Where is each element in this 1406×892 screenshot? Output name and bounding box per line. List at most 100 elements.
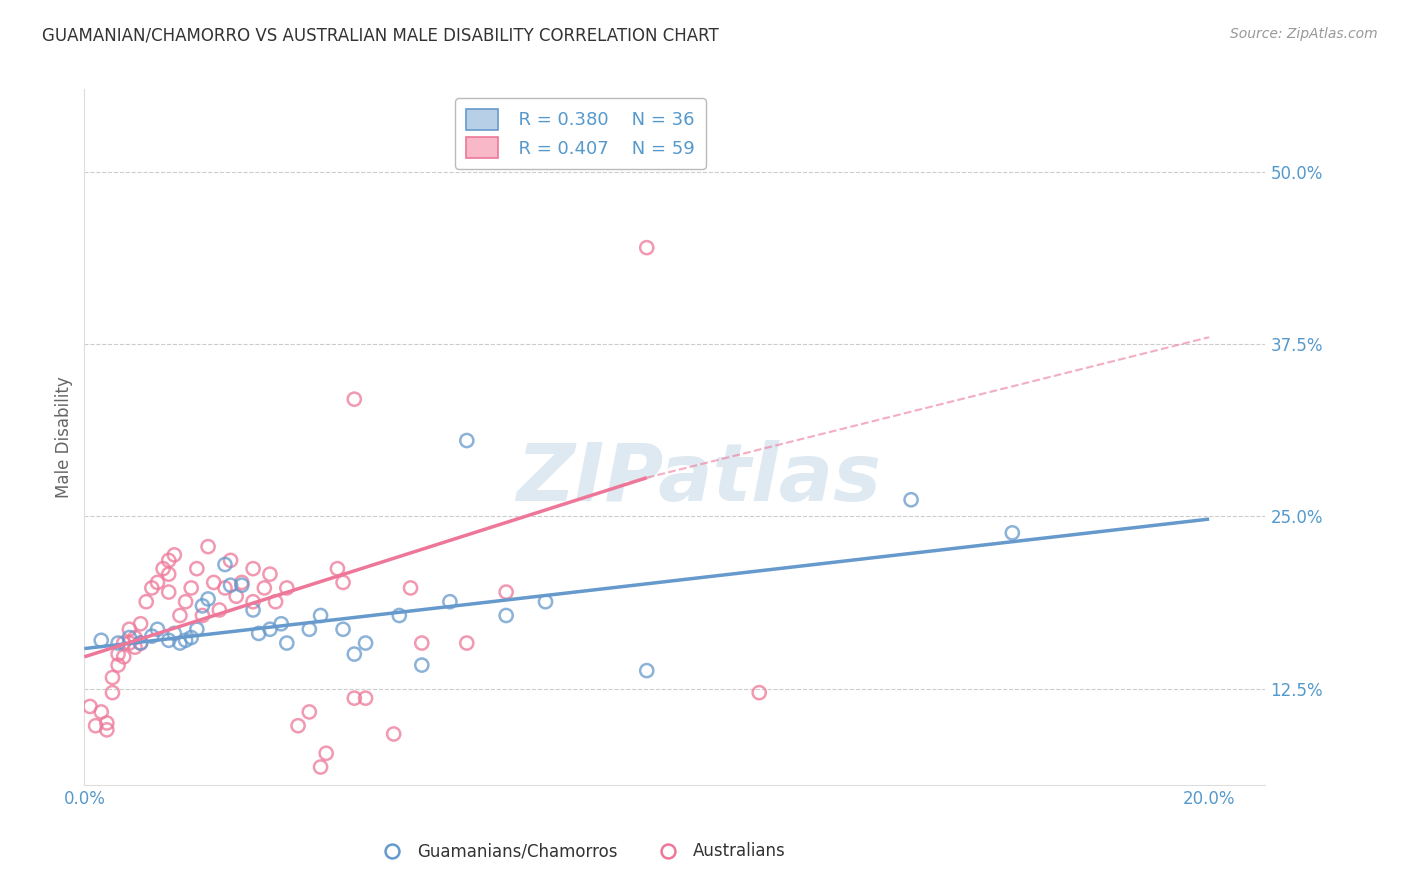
Point bbox=[253, 581, 276, 595]
Point bbox=[79, 699, 101, 714]
Point bbox=[174, 595, 197, 609]
Point bbox=[309, 608, 332, 623]
Point bbox=[298, 622, 321, 636]
Point bbox=[276, 581, 298, 595]
Point bbox=[118, 636, 141, 650]
Point bbox=[96, 715, 118, 730]
Point bbox=[219, 553, 242, 567]
Point bbox=[270, 616, 292, 631]
Point bbox=[174, 633, 197, 648]
Point bbox=[242, 603, 264, 617]
Point bbox=[326, 562, 349, 576]
Point bbox=[163, 548, 186, 562]
Point bbox=[332, 575, 354, 590]
Point bbox=[186, 562, 208, 576]
Point bbox=[141, 629, 163, 643]
Point bbox=[202, 575, 225, 590]
Point bbox=[315, 746, 337, 760]
Y-axis label: Male Disability: Male Disability bbox=[55, 376, 73, 498]
Point bbox=[124, 631, 146, 645]
Text: GUAMANIAN/CHAMORRO VS AUSTRALIAN MALE DISABILITY CORRELATION CHART: GUAMANIAN/CHAMORRO VS AUSTRALIAN MALE DI… bbox=[42, 27, 718, 45]
Point bbox=[748, 686, 770, 700]
Point bbox=[276, 636, 298, 650]
Point bbox=[495, 608, 517, 623]
Point bbox=[208, 603, 231, 617]
Point bbox=[152, 562, 174, 576]
Point bbox=[90, 705, 112, 719]
Point bbox=[495, 585, 517, 599]
Point bbox=[231, 578, 253, 592]
Point bbox=[169, 636, 191, 650]
Point bbox=[101, 671, 124, 685]
Point bbox=[382, 727, 405, 741]
Point bbox=[107, 658, 129, 673]
Point bbox=[231, 575, 253, 590]
Point bbox=[225, 589, 247, 603]
Point bbox=[186, 622, 208, 636]
Point bbox=[129, 636, 152, 650]
Point bbox=[287, 719, 309, 733]
Point bbox=[636, 664, 658, 678]
Point bbox=[1001, 525, 1024, 540]
Point bbox=[124, 640, 146, 655]
Point bbox=[388, 608, 411, 623]
Point bbox=[101, 686, 124, 700]
Point bbox=[157, 585, 180, 599]
Point bbox=[411, 658, 433, 673]
Point bbox=[135, 595, 157, 609]
Text: ZIPatlas: ZIPatlas bbox=[516, 440, 882, 518]
Point bbox=[146, 622, 169, 636]
Point bbox=[298, 705, 321, 719]
Point bbox=[456, 434, 478, 448]
Point bbox=[242, 595, 264, 609]
Point bbox=[157, 633, 180, 648]
Point bbox=[169, 608, 191, 623]
Point bbox=[439, 595, 461, 609]
Point bbox=[534, 595, 557, 609]
Point bbox=[191, 608, 214, 623]
Point bbox=[90, 633, 112, 648]
Legend: Guamanians/Chamorros, Australians: Guamanians/Chamorros, Australians bbox=[368, 836, 792, 867]
Point bbox=[343, 691, 366, 706]
Point bbox=[636, 241, 658, 255]
Point bbox=[343, 392, 366, 407]
Point bbox=[332, 622, 354, 636]
Point bbox=[399, 581, 422, 595]
Point bbox=[141, 581, 163, 595]
Point bbox=[242, 562, 264, 576]
Point bbox=[259, 567, 281, 582]
Point bbox=[107, 636, 129, 650]
Point bbox=[411, 636, 433, 650]
Point bbox=[197, 591, 219, 606]
Point bbox=[118, 631, 141, 645]
Point bbox=[180, 631, 202, 645]
Point bbox=[112, 636, 135, 650]
Point bbox=[343, 647, 366, 661]
Point bbox=[112, 649, 135, 664]
Point bbox=[214, 581, 236, 595]
Point bbox=[197, 540, 219, 554]
Point bbox=[157, 567, 180, 582]
Point bbox=[247, 626, 270, 640]
Text: Source: ZipAtlas.com: Source: ZipAtlas.com bbox=[1230, 27, 1378, 41]
Point bbox=[309, 760, 332, 774]
Point bbox=[107, 647, 129, 661]
Point bbox=[214, 558, 236, 572]
Point bbox=[219, 578, 242, 592]
Point bbox=[96, 723, 118, 737]
Point bbox=[157, 553, 180, 567]
Point bbox=[456, 636, 478, 650]
Point bbox=[900, 492, 922, 507]
Point bbox=[354, 636, 377, 650]
Point bbox=[180, 581, 202, 595]
Point bbox=[129, 616, 152, 631]
Point bbox=[84, 719, 107, 733]
Point bbox=[354, 691, 377, 706]
Point bbox=[264, 595, 287, 609]
Point bbox=[259, 622, 281, 636]
Point bbox=[191, 599, 214, 613]
Point bbox=[146, 575, 169, 590]
Point bbox=[118, 622, 141, 636]
Point bbox=[129, 636, 152, 650]
Point bbox=[163, 626, 186, 640]
